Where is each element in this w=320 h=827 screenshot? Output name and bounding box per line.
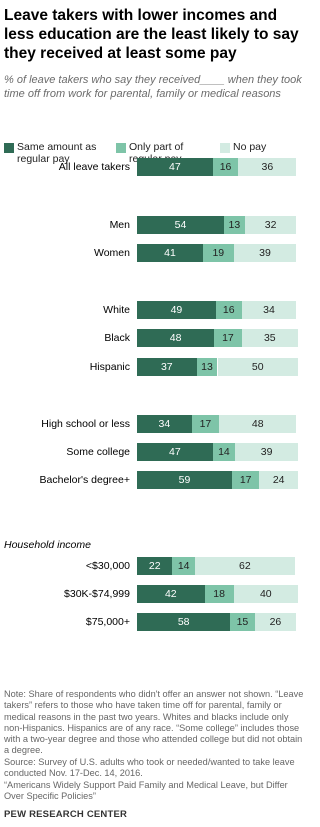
value-label: 36: [261, 161, 274, 173]
value-label: 26: [269, 616, 282, 628]
bar-segment: [137, 471, 232, 489]
report-title: “Americans Widely Support Paid Family an…: [4, 780, 288, 802]
value-label: 39: [260, 446, 273, 458]
value-label: 48: [251, 418, 264, 430]
category-label: White: [103, 304, 130, 316]
bar-segment: [241, 329, 298, 347]
value-label: 35: [263, 332, 276, 344]
bar-segment: [215, 301, 242, 319]
bar-segment: [231, 471, 260, 489]
chart-title: Leave takers with lower incomes and less…: [4, 7, 299, 62]
value-label: 41: [164, 247, 176, 259]
bar-segment: [217, 358, 298, 376]
value-label: 14: [177, 560, 190, 572]
value-label: 14: [218, 446, 230, 458]
footer: PEW RESEARCH CENTER: [4, 809, 128, 820]
bar-segment: [137, 329, 215, 347]
bar-segment: [230, 613, 255, 631]
bar-segment: [137, 158, 213, 176]
legend-label: Same amount as regular pay: [17, 141, 97, 165]
bar-segment: [137, 613, 231, 631]
bar-segment: [137, 358, 197, 376]
category-label: Black: [104, 332, 130, 344]
bar-segment: [203, 244, 234, 262]
legend-swatch: [116, 143, 126, 153]
bar-segment: [254, 613, 297, 631]
value-label: 39: [259, 247, 271, 259]
value-label: 13: [228, 219, 241, 231]
value-label: 40: [259, 588, 272, 600]
value-label: 32: [264, 219, 277, 231]
bar-segment: [196, 358, 218, 376]
bar-segment: [214, 329, 242, 347]
value-label: 17: [222, 332, 234, 344]
value-label: 34: [158, 418, 171, 430]
value-label: 50: [251, 361, 264, 373]
value-label: 49: [170, 304, 183, 316]
category-label: Men: [109, 219, 130, 231]
group-label: Household income: [4, 539, 91, 551]
value-label: 42: [164, 588, 177, 600]
bar-segment: [241, 301, 297, 319]
page: Leave takers with lower incomes and less…: [4, 7, 304, 820]
category-label: Women: [94, 247, 130, 259]
bar-segment: [233, 585, 298, 603]
value-label: 62: [239, 560, 251, 572]
value-label: 17: [199, 418, 212, 430]
bar-segment: [172, 557, 195, 575]
legend-swatch: [220, 143, 230, 153]
value-label: 18: [213, 588, 225, 600]
legend-label: No pay: [233, 141, 267, 153]
value-label: 48: [169, 332, 182, 344]
legend-swatch: [4, 143, 14, 153]
value-label: 22: [148, 560, 161, 572]
value-label: 19: [212, 247, 225, 259]
value-label: 16: [222, 304, 235, 316]
bar-segment: [259, 471, 298, 489]
value-label: 13: [201, 361, 213, 373]
bar-segment: [137, 301, 216, 319]
bar-segment: [137, 415, 192, 433]
bar-segment: [137, 557, 173, 575]
category-label: High school or less: [41, 418, 130, 430]
category-label: <$30,000: [85, 560, 130, 572]
category-label: Some college: [66, 446, 130, 458]
chart-subtitle: % of leave takers who say they received_…: [4, 74, 302, 100]
value-label: 47: [168, 161, 181, 173]
value-label: 15: [236, 616, 249, 628]
value-label: 54: [174, 219, 187, 231]
bar-segment: [233, 244, 297, 262]
bar-segment: [212, 158, 239, 176]
note: Note: Share of respondents who didn't of…: [4, 689, 304, 756]
category-label: Hispanic: [89, 361, 130, 373]
bar-segment: [219, 415, 297, 433]
bar-segment: [191, 415, 220, 433]
value-label: 47: [168, 446, 181, 458]
value-label: 59: [178, 474, 191, 486]
value-label: 34: [263, 304, 275, 316]
category-label: $30K-$74,999: [64, 588, 130, 600]
source: Source: Survey of U.S. adults who took o…: [4, 757, 295, 779]
bar-segment: [212, 443, 236, 461]
category-label: $75,000+: [85, 616, 130, 628]
bar-segment: [137, 244, 203, 262]
value-label: 24: [272, 474, 285, 486]
bar-segment: [223, 216, 245, 234]
bar-segment: [137, 585, 205, 603]
category-label: Bachelor's degree+: [39, 474, 130, 486]
value-label: 17: [239, 474, 252, 486]
bar-segment: [137, 216, 224, 234]
bar-segment: [235, 443, 298, 461]
bar-segment: [204, 585, 234, 603]
value-label: 37: [160, 361, 173, 373]
bar-segment: [194, 557, 295, 575]
bar-segment: [244, 216, 297, 234]
value-label: 58: [177, 616, 190, 628]
bar-segment: [238, 158, 297, 176]
bar-segment: [137, 443, 213, 461]
value-label: 16: [219, 161, 232, 173]
category-label: All leave takers: [58, 161, 130, 173]
